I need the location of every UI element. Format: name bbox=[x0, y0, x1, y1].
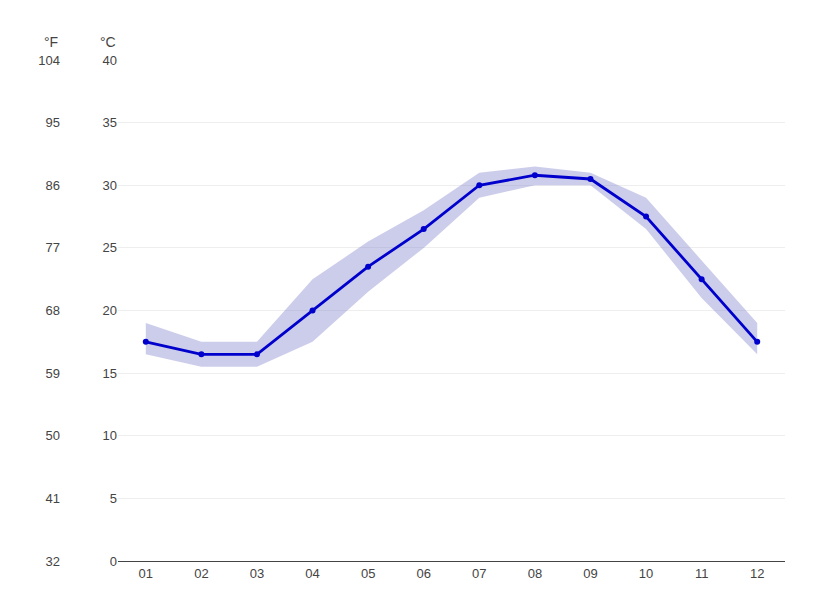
svg-text:°C: °C bbox=[100, 34, 116, 50]
svg-text:5: 5 bbox=[110, 491, 117, 506]
svg-text:01: 01 bbox=[139, 566, 153, 581]
svg-text:68: 68 bbox=[46, 303, 60, 318]
svg-text:20: 20 bbox=[103, 303, 117, 318]
svg-text:06: 06 bbox=[416, 566, 430, 581]
svg-text:02: 02 bbox=[194, 566, 208, 581]
svg-text:50: 50 bbox=[46, 428, 60, 443]
svg-text:104: 104 bbox=[38, 53, 60, 68]
svg-text:04: 04 bbox=[305, 566, 319, 581]
svg-text:05: 05 bbox=[361, 566, 375, 581]
svg-text:25: 25 bbox=[103, 240, 117, 255]
svg-text:10: 10 bbox=[639, 566, 653, 581]
svg-text:07: 07 bbox=[472, 566, 486, 581]
svg-text:03: 03 bbox=[250, 566, 264, 581]
svg-text:40: 40 bbox=[103, 53, 117, 68]
svg-text:0: 0 bbox=[110, 554, 117, 569]
svg-text:15: 15 bbox=[103, 366, 117, 381]
svg-text:77: 77 bbox=[46, 240, 60, 255]
svg-text:08: 08 bbox=[528, 566, 542, 581]
svg-text:32: 32 bbox=[46, 554, 60, 569]
svg-text:95: 95 bbox=[46, 115, 60, 130]
svg-text:41: 41 bbox=[46, 491, 60, 506]
svg-text:86: 86 bbox=[46, 178, 60, 193]
svg-text:09: 09 bbox=[583, 566, 597, 581]
svg-text:12: 12 bbox=[750, 566, 764, 581]
svg-text:35: 35 bbox=[103, 115, 117, 130]
svg-text:59: 59 bbox=[46, 366, 60, 381]
svg-text:10: 10 bbox=[103, 428, 117, 443]
svg-text:°F: °F bbox=[44, 34, 58, 50]
svg-text:30: 30 bbox=[103, 178, 117, 193]
svg-text:11: 11 bbox=[695, 566, 709, 581]
